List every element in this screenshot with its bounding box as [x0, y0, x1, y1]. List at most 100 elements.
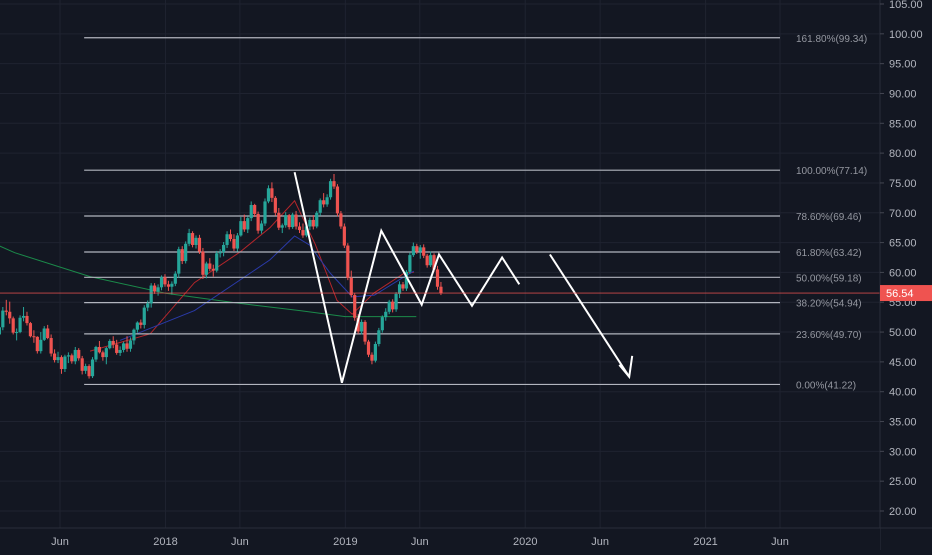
time-tick-label: Jun — [411, 536, 429, 548]
candle — [194, 235, 198, 249]
candle — [101, 350, 105, 361]
candle — [377, 327, 381, 347]
candle — [94, 345, 98, 362]
candle-body — [149, 285, 153, 304]
candle-body — [170, 283, 174, 287]
candle — [342, 223, 346, 248]
candle-body — [77, 349, 81, 359]
candle — [239, 216, 243, 237]
price-tick-label: 85.00 — [889, 118, 917, 130]
candle — [104, 346, 108, 365]
candle — [4, 299, 8, 316]
candle — [66, 352, 70, 364]
time-tick-label: Jun — [591, 536, 609, 548]
candle-body — [115, 344, 119, 353]
candle — [335, 184, 340, 217]
candle — [135, 321, 139, 333]
candle — [266, 185, 271, 204]
candle-body — [73, 349, 77, 362]
price-tick-label: 95.00 — [889, 59, 917, 71]
candle-body — [270, 188, 274, 198]
candle — [208, 258, 212, 272]
candle-body — [173, 273, 177, 284]
candlesticks — [0, 173, 443, 379]
candle — [270, 182, 274, 203]
candle-body — [52, 353, 57, 361]
price-axis[interactable]: 105.00 100.00 95.00 90.00 85.00 80.00 75.00 70.… — [879, 0, 932, 550]
candle-body — [273, 197, 277, 213]
candle — [332, 173, 336, 189]
candle — [201, 247, 205, 279]
time-tick-label: 2018 — [153, 536, 177, 548]
candle-body — [404, 271, 409, 289]
candle — [284, 212, 288, 228]
candle — [242, 214, 246, 232]
candle-body — [246, 218, 250, 230]
candle — [318, 198, 322, 216]
candle-body — [387, 301, 391, 312]
candle — [253, 203, 257, 217]
candle — [70, 353, 74, 364]
candle-body — [35, 336, 39, 352]
fib-level-label: 78.60%(69.46) — [796, 212, 862, 223]
candle-body — [159, 277, 164, 288]
moving-average-line — [0, 245, 417, 318]
candle — [263, 198, 267, 226]
candle — [218, 249, 222, 258]
candle — [294, 210, 298, 230]
candle-body — [108, 341, 112, 349]
candle — [411, 242, 415, 257]
candle — [428, 251, 433, 268]
candle-body — [325, 197, 329, 205]
candle — [249, 201, 253, 222]
candle — [404, 270, 409, 291]
candle — [159, 275, 164, 291]
price-tick-label: 50.00 — [889, 327, 917, 339]
candle-body — [301, 230, 305, 236]
candle — [15, 328, 19, 341]
time-axis-background — [0, 528, 880, 550]
candle — [166, 280, 171, 291]
time-tick-label: Jun — [51, 536, 69, 548]
candle — [149, 283, 153, 308]
candle — [418, 244, 422, 259]
current-price-tag: 56.54 — [880, 285, 932, 302]
candle-body — [235, 235, 240, 249]
candle — [111, 336, 115, 349]
candle-body — [435, 269, 440, 287]
time-tick-label: 2020 — [513, 536, 537, 548]
candle — [163, 274, 167, 287]
price-tick-label: 35.00 — [889, 417, 917, 429]
candle-body — [363, 321, 367, 342]
current-price-tag-label: 56.54 — [886, 288, 914, 300]
candle-body — [360, 321, 364, 332]
candle-body — [297, 226, 302, 231]
candle-body — [66, 355, 70, 357]
fibonacci-retracement[interactable]: 161.80%(99.34) 100.00%(77.14) 78.60%(69.46… — [84, 34, 867, 392]
candle — [1, 307, 5, 331]
candle — [370, 352, 374, 365]
candle-body — [97, 346, 102, 353]
candle — [156, 284, 160, 296]
candle — [39, 332, 43, 354]
candle-body — [322, 200, 326, 205]
candle-body — [156, 287, 160, 292]
candle — [59, 355, 64, 374]
time-axis[interactable]: Jun 2018 Jun 2019 Jun 2020 Jun 2021 Jun — [0, 527, 932, 550]
candle-body — [211, 268, 215, 271]
candle — [190, 231, 195, 248]
candle-body — [370, 354, 374, 361]
candle — [80, 355, 84, 375]
candle — [311, 215, 315, 230]
candle-body — [46, 328, 50, 339]
time-tick-label: Jun — [231, 536, 249, 548]
candle — [328, 178, 333, 200]
candle-body — [180, 249, 184, 262]
price-tick-label: 105.00 — [889, 0, 923, 11]
candle-body — [401, 284, 405, 289]
candle — [256, 211, 260, 234]
candle — [408, 252, 412, 274]
projection-drawing[interactable] — [293, 171, 634, 384]
